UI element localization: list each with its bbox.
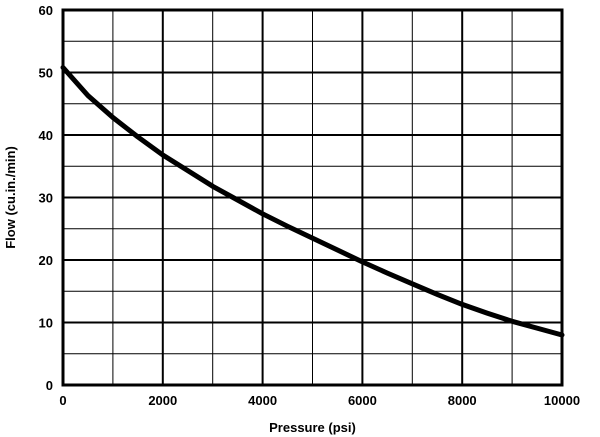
x-axis-label: Pressure (psi) xyxy=(269,420,356,435)
y-tick-label: 10 xyxy=(39,316,53,331)
x-tick-label: 10000 xyxy=(544,393,580,408)
x-tick-label: 8000 xyxy=(448,393,477,408)
y-tick-labels: 0 10 20 30 40 50 60 xyxy=(39,3,53,393)
x-tick-label: 4000 xyxy=(248,393,277,408)
y-tick-label: 40 xyxy=(39,128,53,143)
y-tick-label: 0 xyxy=(46,378,53,393)
y-tick-label: 30 xyxy=(39,191,53,206)
y-tick-label: 50 xyxy=(39,66,53,81)
y-tick-label: 20 xyxy=(39,253,53,268)
gridlines xyxy=(63,10,562,385)
y-axis-label: Flow (cu.in./min) xyxy=(3,146,18,249)
x-tick-label: 6000 xyxy=(348,393,377,408)
y-tick-label: 60 xyxy=(39,3,53,18)
plot-frame xyxy=(61,8,564,387)
x-tick-labels: 0 2000 4000 6000 8000 10000 xyxy=(59,393,580,408)
x-tick-label: 0 xyxy=(59,393,66,408)
x-tick-label: 2000 xyxy=(148,393,177,408)
flow-curve xyxy=(60,65,565,338)
